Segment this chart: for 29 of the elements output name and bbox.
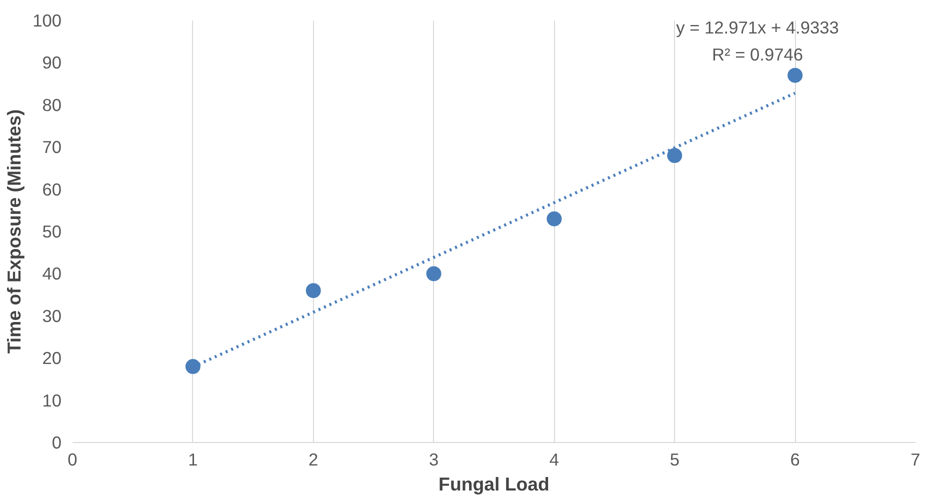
point [788,68,803,83]
x-tick-label: 0 [68,450,78,470]
y-tick-label: 90 [42,52,62,73]
point [185,359,200,374]
annotation: y = 12.971x + 4.9333 [676,18,839,38]
y-tick-label: 30 [42,306,62,326]
annotation: R² = 0.9746 [712,44,804,64]
point [546,211,562,226]
y-tick-label: 20 [42,348,62,368]
point [426,266,442,282]
point [667,148,682,164]
x-tick-label: 5 [670,450,680,470]
x-tick-label: 3 [428,450,439,470]
y-axis-title: Time of Exposure (Minutes) [4,109,25,354]
x-tick-label: 7 [910,450,920,470]
y-tick-label: 70 [42,137,62,158]
x-tick-label: 6 [790,450,800,470]
x-tick-label: 1 [188,450,198,470]
point [306,283,321,298]
x-axis-title: Fungal Load [438,474,550,494]
y-tick-label: 60 [42,179,62,200]
y-tick-label: 80 [42,94,62,115]
y-tick-label: 50 [42,222,62,242]
y-tick-label: 0 [52,432,62,452]
y-tick-label: 100 [32,10,62,30]
x-tick-label: 2 [308,450,318,470]
x-tick-label: 4 [549,450,560,470]
y-tick-label: 40 [42,264,62,284]
y-tick-label: 10 [42,390,62,410]
